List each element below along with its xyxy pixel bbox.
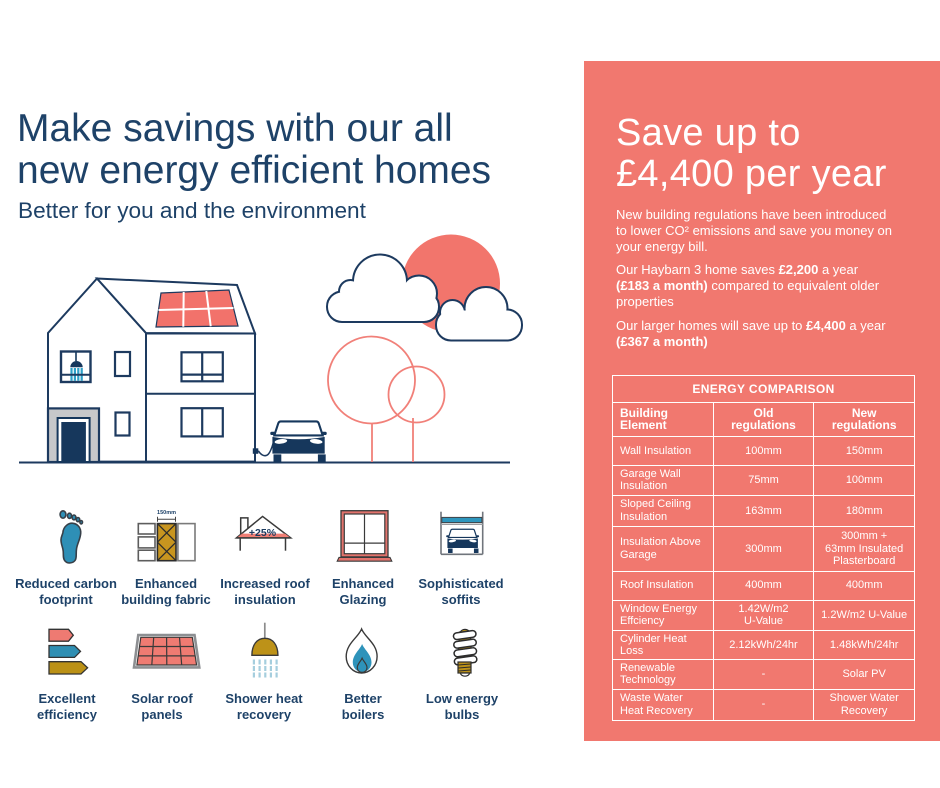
svg-text:150mm: 150mm (157, 510, 176, 516)
svg-text:+25%: +25% (249, 527, 277, 539)
